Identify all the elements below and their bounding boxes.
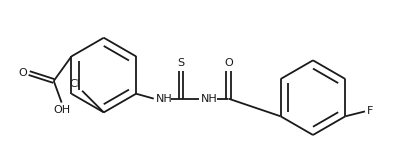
Text: F: F: [366, 106, 373, 116]
Text: OH: OH: [53, 105, 70, 114]
Text: S: S: [177, 58, 184, 68]
Text: NH: NH: [155, 94, 172, 104]
Text: O: O: [223, 58, 232, 68]
Text: O: O: [18, 68, 27, 78]
Text: NH: NH: [200, 94, 217, 104]
Text: Cl: Cl: [69, 79, 80, 89]
